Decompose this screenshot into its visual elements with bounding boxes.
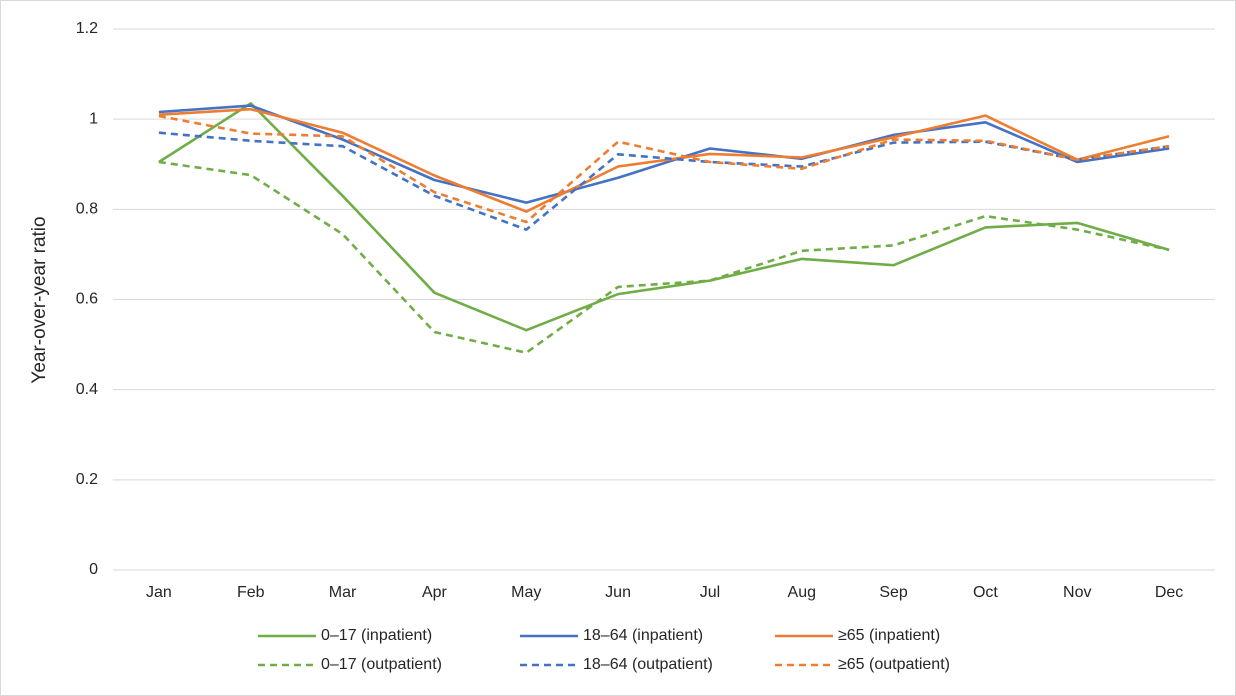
x-tick-label: Jul xyxy=(700,584,720,601)
series-line xyxy=(158,104,1170,204)
y-tick-label: 0.6 xyxy=(76,291,98,308)
y-tick-label: 0 xyxy=(89,561,98,578)
legend-label: 18–64 (inpatient) xyxy=(583,627,703,644)
x-tick-label: Nov xyxy=(1063,584,1091,601)
series-line xyxy=(158,102,1170,332)
x-tick-label: Jan xyxy=(146,584,172,601)
x-tick-label: Jun xyxy=(605,584,631,601)
y-tick-label: 1.2 xyxy=(76,20,98,37)
y-tick-label: 0.4 xyxy=(76,381,98,398)
x-tick-label: Aug xyxy=(788,584,816,601)
legend-label: ≥65 (outpatient) xyxy=(838,656,950,673)
x-tick-label: Apr xyxy=(422,584,448,601)
series-line xyxy=(158,160,1170,354)
y-axis-label: Year-over-year ratio xyxy=(29,216,50,383)
x-tick-label: May xyxy=(511,584,541,601)
y-tick-label: 1 xyxy=(89,110,98,127)
legend-label: 0–17 (inpatient) xyxy=(321,627,432,644)
x-tick-label: Sep xyxy=(879,584,908,601)
x-tick-label: Dec xyxy=(1155,584,1183,601)
y-tick-label: 0.2 xyxy=(76,471,98,488)
series-line xyxy=(158,114,1170,224)
x-tick-label: Oct xyxy=(973,584,998,601)
series-line xyxy=(158,107,1170,213)
legend-label: ≥65 (inpatient) xyxy=(838,627,940,644)
legend-label: 0–17 (outpatient) xyxy=(321,656,442,673)
y-tick-label: 0.8 xyxy=(76,201,98,218)
legend-label: 18–64 (outpatient) xyxy=(583,656,713,673)
x-tick-label: Mar xyxy=(329,584,357,601)
x-tick-label: Feb xyxy=(237,584,265,601)
